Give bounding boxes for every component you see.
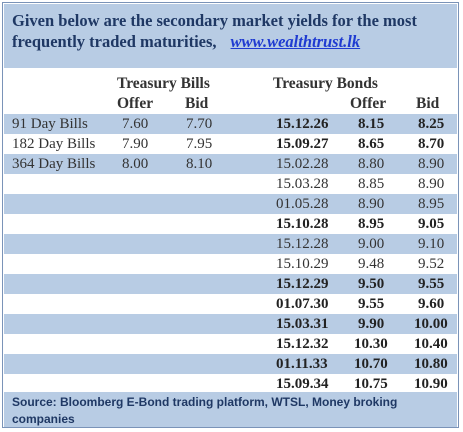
bond-offer: 9.50 <box>358 276 385 292</box>
bond-bid: 10.40 <box>414 336 448 352</box>
bond-maturity: 01.07.30 <box>276 296 329 312</box>
tbill-bid: 8.10 <box>186 156 213 172</box>
bond-bid: 8.25 <box>418 116 445 132</box>
bond-bid: 10.00 <box>414 316 448 332</box>
tbill-offer: 7.90 <box>122 136 149 152</box>
bond-bid: 9.52 <box>418 256 445 272</box>
tbills-bid-header: Bid <box>185 95 209 112</box>
bond-maturity: 15.12.29 <box>276 276 329 292</box>
intro-line-1: Given below are the secondary market yie… <box>12 11 417 30</box>
bond-offer: 8.80 <box>358 156 385 172</box>
table-row: 15.12.29 9.50 9.55 <box>4 274 457 294</box>
bond-maturity: 15.02.28 <box>276 156 329 172</box>
bond-bid: 9.55 <box>418 276 445 292</box>
bond-maturity: 15.03.31 <box>276 316 329 332</box>
table-row: 01.11.33 10.70 10.80 <box>4 354 457 374</box>
table-row: 01.05.28 8.90 8.95 <box>4 194 457 214</box>
bond-offer: 8.85 <box>358 176 385 192</box>
bond-maturity: 15.03.28 <box>276 176 329 192</box>
intro-line-2-text: frequently traded maturities, <box>12 32 217 51</box>
table-row: 15.09.34 10.75 10.90 <box>4 374 457 394</box>
bond-bid: 9.60 <box>418 296 445 312</box>
bond-bid: 10.90 <box>414 376 448 392</box>
table-row: 91 Day Bills 7.60 7.70 15.12.26 8.15 8.2… <box>4 114 457 134</box>
table-row: 15.10.29 9.48 9.52 <box>4 254 457 274</box>
bond-maturity: 01.11.33 <box>276 356 328 372</box>
bond-offer: 9.55 <box>358 296 385 312</box>
bond-bid: 10.80 <box>414 356 448 372</box>
bond-bid: 8.90 <box>418 176 445 192</box>
table-row: 15.03.31 9.90 10.00 <box>4 314 457 334</box>
bond-offer: 8.15 <box>358 116 385 132</box>
bond-maturity: 15.12.28 <box>276 236 329 252</box>
bond-bid: 9.05 <box>418 216 445 232</box>
table-row: 364 Day Bills 8.00 8.10 15.02.28 8.80 8.… <box>4 154 457 174</box>
bond-bid: 8.70 <box>418 136 445 152</box>
tbonds-title: Treasury Bonds <box>273 75 378 92</box>
bond-offer: 8.90 <box>358 196 385 212</box>
bond-offer: 10.30 <box>354 336 388 352</box>
bond-bid: 8.95 <box>418 196 445 212</box>
bond-offer: 10.75 <box>354 376 388 392</box>
bond-bid: 9.10 <box>418 236 445 252</box>
tbill-bid: 7.95 <box>186 136 213 152</box>
tbills-title: Treasury Bills <box>117 75 210 92</box>
table-row: 15.12.28 9.00 9.10 <box>4 234 457 254</box>
table-row: 15.03.28 8.85 8.90 <box>4 174 457 194</box>
section-title-row: Treasury Bills Treasury Bonds <box>4 74 457 94</box>
bond-maturity: 15.10.28 <box>276 216 329 232</box>
tbills-offer-header: Offer <box>117 95 154 112</box>
tbill-label: 91 Day Bills <box>12 116 88 132</box>
column-header-row: Offer Bid Offer Bid <box>4 94 457 114</box>
wealthtrust-link[interactable]: www.wealthtrust.lk <box>230 32 361 51</box>
table-row: 01.07.30 9.55 9.60 <box>4 294 457 314</box>
intro-line-2: frequently traded maturities, www.wealtht… <box>12 31 457 52</box>
bond-maturity: 15.10.29 <box>276 256 329 272</box>
spacer-band <box>4 54 457 68</box>
bond-bid: 8.90 <box>418 156 445 172</box>
bond-offer: 10.70 <box>354 356 388 372</box>
bond-maturity: 15.09.34 <box>276 376 329 392</box>
bond-offer: 9.90 <box>358 316 385 332</box>
bond-offer: 8.95 <box>358 216 385 232</box>
source-footer: Source: Bloomberg E-Bond trading platfor… <box>4 392 457 427</box>
bond-offer: 8.65 <box>358 136 385 152</box>
tbill-label: 182 Day Bills <box>12 136 96 152</box>
yield-table-panel: Given below are the secondary market yie… <box>2 2 459 428</box>
table-row: 15.12.32 10.30 10.40 <box>4 334 457 354</box>
tbill-bid: 7.70 <box>186 116 213 132</box>
bond-offer: 9.00 <box>358 236 385 252</box>
tbill-label: 364 Day Bills <box>12 156 96 172</box>
tbill-offer: 7.60 <box>122 116 149 132</box>
tbonds-offer-header: Offer <box>350 95 387 112</box>
table-row: 182 Day Bills 7.90 7.95 15.09.27 8.65 8.… <box>4 134 457 154</box>
tbill-offer: 8.00 <box>122 156 149 172</box>
bond-maturity: 01.05.28 <box>276 196 329 212</box>
bond-maturity: 15.12.26 <box>276 116 329 132</box>
tbonds-bid-header: Bid <box>416 95 440 112</box>
bond-offer: 9.48 <box>358 256 385 272</box>
bond-maturity: 15.12.32 <box>276 336 329 352</box>
intro-header: Given below are the secondary market yie… <box>4 4 457 54</box>
table-row: 15.10.28 8.95 9.05 <box>4 214 457 234</box>
bond-maturity: 15.09.27 <box>276 136 329 152</box>
